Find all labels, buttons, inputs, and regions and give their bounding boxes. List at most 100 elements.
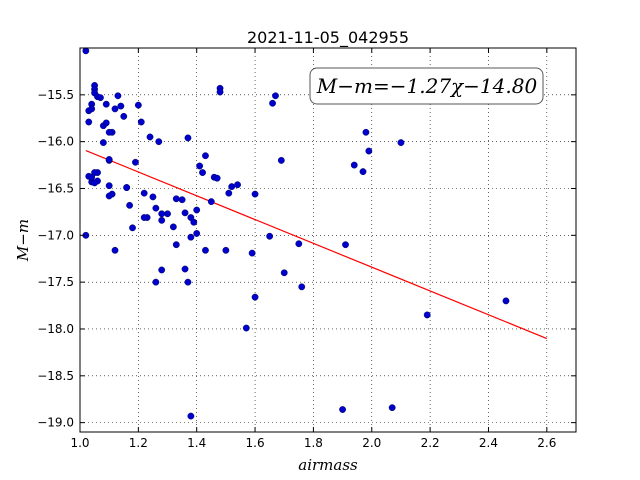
x-tick-label: 1.8: [304, 436, 323, 450]
data-point: [234, 181, 241, 189]
data-point: [222, 246, 230, 254]
data-point: [242, 324, 250, 332]
data-point: [350, 161, 358, 169]
data-point: [184, 278, 192, 286]
data-point: [164, 210, 171, 218]
data-point: [251, 190, 259, 198]
data-point: [169, 223, 177, 231]
data-point: [88, 173, 96, 181]
fit-line-group: [85, 150, 548, 340]
data-point: [193, 230, 201, 237]
equation-text: M−m=−1.27χ−14.80: [316, 74, 538, 98]
data-point: [277, 156, 285, 164]
equation-box: M−m=−1.27χ−14.80: [309, 67, 544, 105]
data-point: [362, 128, 370, 136]
data-point: [202, 152, 209, 160]
x-tick-label: 1.6: [246, 436, 265, 450]
chart-title: 2021-11-05_042955: [247, 28, 409, 48]
data-point: [114, 92, 122, 100]
data-point: [196, 162, 204, 170]
data-point: [181, 265, 189, 273]
y-tick-label: −17.5: [37, 275, 74, 289]
data-point: [149, 193, 157, 201]
data-point: [388, 404, 396, 412]
data-point: [85, 118, 93, 126]
data-point: [117, 102, 125, 110]
data-point: [158, 210, 166, 218]
data-point: [207, 198, 215, 206]
data-point: [120, 112, 128, 120]
data-point: [102, 100, 110, 108]
data-point: [134, 101, 142, 109]
y-axis-ticks: −15.5 −16.0 −16.5 −17.0 −17.5 −18.0 −18.5 −19.0: [37, 88, 576, 430]
data-point: [269, 99, 276, 107]
x-tick-label: 1.4: [187, 436, 206, 450]
grid-lines: [79, 48, 576, 432]
fit-line: [85, 150, 548, 340]
data-point: [140, 189, 148, 197]
y-tick-label: −19.0: [37, 416, 74, 430]
data-point: [181, 209, 189, 217]
data-point: [280, 269, 288, 277]
data-point: [97, 94, 104, 102]
data-point: [365, 147, 373, 155]
data-point: [298, 283, 306, 291]
x-tick-label: 2.2: [421, 436, 440, 450]
data-point: [152, 204, 160, 212]
data-point: [126, 201, 134, 209]
data-point: [172, 241, 180, 249]
y-tick-label: −16.5: [37, 181, 74, 195]
data-point: [272, 92, 279, 100]
data-point: [339, 406, 346, 413]
data-point: [105, 182, 113, 190]
x-tick-label: 2.0: [362, 436, 381, 450]
data-points: [82, 47, 510, 420]
data-point: [132, 158, 139, 166]
data-point: [105, 156, 113, 163]
data-point: [152, 278, 160, 286]
y-tick-label: −18.5: [37, 369, 74, 383]
data-point: [140, 214, 148, 221]
data-point: [225, 189, 233, 197]
data-point: [216, 88, 224, 96]
data-point: [105, 192, 113, 200]
x-axis-ticks: 1.0 1.2 1.4 1.6 1.8 2.0 2.2 2.4 2.6: [70, 48, 556, 450]
data-point: [502, 297, 510, 305]
data-point: [172, 195, 180, 203]
x-tick-label: 2.6: [537, 436, 556, 450]
x-tick-label: 1.2: [129, 436, 148, 450]
data-point: [213, 174, 221, 182]
y-tick-label: −17.0: [37, 228, 74, 242]
data-point: [184, 134, 192, 142]
y-tick-label: −15.5: [37, 88, 74, 102]
y-tick-label: −18.0: [37, 322, 74, 336]
data-point: [111, 246, 119, 254]
data-point: [105, 128, 113, 136]
y-tick-label: −16.0: [37, 135, 74, 149]
data-point: [102, 119, 110, 127]
x-axis-label: airmass: [298, 456, 358, 474]
data-point: [187, 412, 195, 420]
data-point: [199, 169, 206, 176]
data-point: [82, 47, 90, 55]
data-point: [129, 224, 136, 232]
data-point: [193, 206, 201, 214]
data-point: [266, 232, 274, 240]
data-point: [123, 184, 131, 191]
data-point: [187, 233, 195, 241]
equation-box-frame: [309, 67, 544, 105]
plot-frame: [79, 47, 577, 433]
data-point: [228, 183, 236, 191]
data-point: [202, 246, 209, 254]
data-point: [251, 293, 259, 301]
data-point: [111, 105, 119, 113]
data-point: [88, 105, 96, 113]
data-point: [158, 266, 166, 274]
data-point: [178, 196, 186, 204]
data-point: [295, 240, 303, 248]
data-point: [137, 118, 145, 126]
data-point: [146, 133, 154, 141]
data-point: [397, 139, 405, 146]
data-point: [359, 168, 367, 176]
